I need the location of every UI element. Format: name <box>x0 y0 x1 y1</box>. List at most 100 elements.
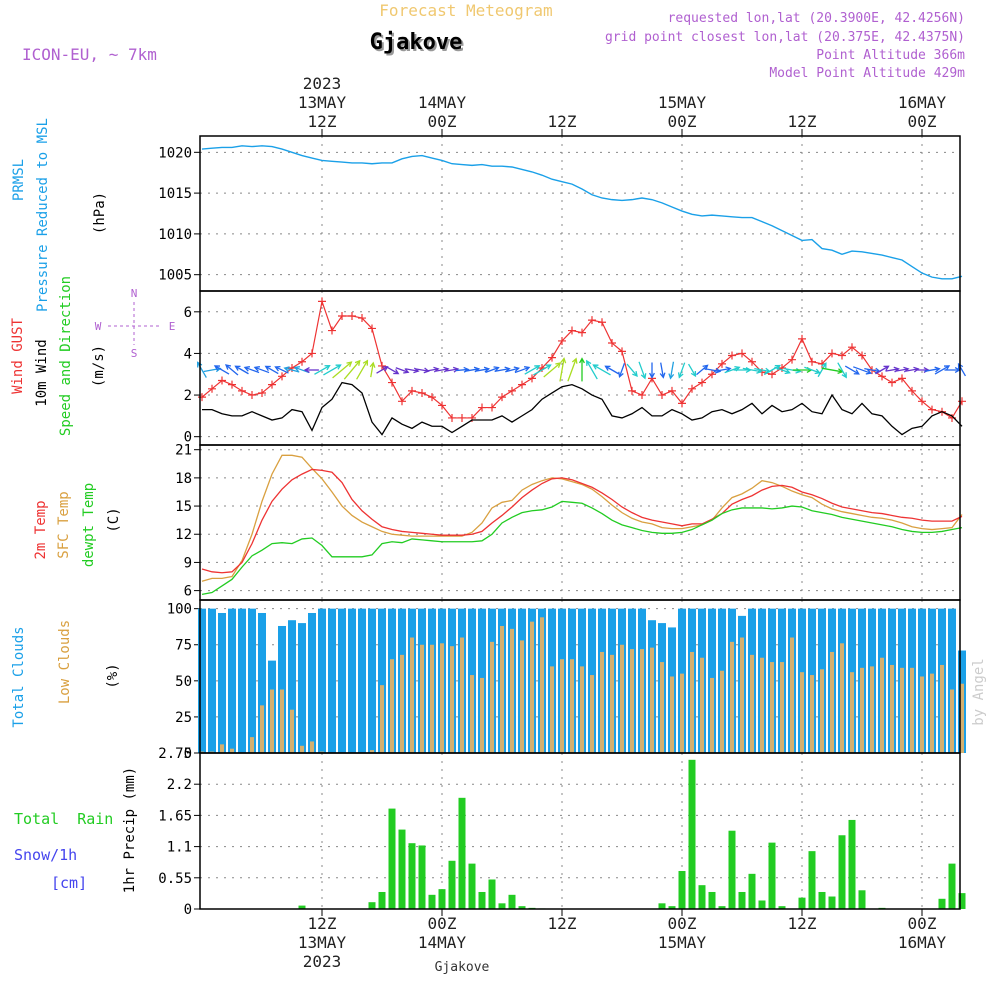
low-cloud-bar <box>290 709 294 753</box>
compass-n: N <box>131 287 138 300</box>
rain-bar <box>698 885 706 909</box>
low-cloud-bar <box>410 637 414 753</box>
bottom-time-label: 14MAY <box>418 933 467 952</box>
wind-arrow-head <box>253 366 260 372</box>
low-cloud-bar <box>220 744 224 753</box>
pressure-panel: 1005 1010 1015 1020 <box>158 136 963 291</box>
total-cloud-bar <box>308 612 316 753</box>
bottom-time-label: 2023 <box>303 952 342 971</box>
wind-arrow-shaft <box>885 368 899 372</box>
compass-s: S <box>131 347 138 360</box>
wind-arrow-head <box>586 359 592 366</box>
pressure-series-line <box>201 145 963 280</box>
gust-point-marker <box>488 403 496 412</box>
gust-point-marker <box>828 349 836 358</box>
low-cloud-bar <box>910 667 914 753</box>
low-cloud-bar <box>420 644 424 753</box>
wind-arrow-shaft <box>783 367 801 373</box>
wind-arrow-shaft <box>494 368 510 372</box>
low-cloud-bar <box>870 666 874 753</box>
gust-point-marker <box>558 336 566 345</box>
wind-direction-arrow <box>567 357 578 382</box>
wind-arrow-shaft <box>763 364 781 376</box>
wind-arrow-head <box>354 359 361 366</box>
wind-direction-arrow <box>475 366 491 373</box>
wind-direction-arrow <box>514 366 531 374</box>
wind-arrow-head <box>640 373 647 380</box>
wind-arrow-shaft <box>895 368 909 372</box>
wind-direction-arrow <box>283 366 300 373</box>
gust-point-marker <box>858 351 866 360</box>
gust-point-marker <box>278 372 286 381</box>
wind-arrow-shaft <box>445 368 459 372</box>
low-cloud-bar <box>650 647 654 753</box>
wind-direction-arrow <box>343 359 361 380</box>
precip-ytick-label: 2.2 <box>167 777 192 793</box>
wind-arrow-head <box>821 362 827 369</box>
wind-direction-arrow <box>243 366 260 374</box>
low-cloud-bar <box>460 637 464 753</box>
wind-arrow-head <box>335 364 342 370</box>
wind-arrow-head <box>243 366 250 372</box>
wind-arrow-shaft <box>669 361 675 379</box>
total-clouds-label: Total Clouds <box>11 626 27 727</box>
wind-arrow-head <box>649 372 655 379</box>
gust-point-marker <box>698 378 706 387</box>
pressure-label-2: Pressure Reduced to MSL <box>35 118 51 312</box>
wind-arrow-head <box>362 359 369 366</box>
total-cloud-bar <box>328 608 336 753</box>
rain-bar <box>408 843 416 909</box>
wind-arrow-shaft <box>543 362 561 378</box>
temperature-frame <box>199 444 961 601</box>
wind-direction-arrow <box>626 363 638 378</box>
top-time-label: 12Z <box>788 112 817 131</box>
gust-point-marker <box>918 397 926 406</box>
rain-bar <box>858 890 866 909</box>
wind-arrow-shaft <box>864 368 880 372</box>
wind-dir-label: Speed and Direction <box>58 276 74 436</box>
wind-arrow-head <box>274 365 281 372</box>
gust-point-marker <box>878 372 886 381</box>
low-cloud-bar <box>790 637 794 753</box>
gust-point-marker <box>268 380 276 389</box>
low-cloud-bar <box>480 677 484 753</box>
wind-arrow-head <box>433 366 440 373</box>
gust-point-marker <box>738 349 746 358</box>
total-cloud-bar <box>318 608 326 753</box>
wind-direction-arrow <box>817 362 827 378</box>
total-cloud-bar <box>248 608 256 753</box>
wind-arrow-shaft <box>265 365 279 375</box>
gust-point-marker <box>428 393 436 402</box>
wind-arrow-shaft <box>742 367 762 373</box>
rain-bar <box>678 870 686 909</box>
total-cloud-bar <box>298 623 306 753</box>
sfc-temp-series-line <box>201 454 963 582</box>
pressure-frame <box>199 135 961 292</box>
gust-point-marker <box>788 355 796 364</box>
wind-arrow-head <box>324 364 331 371</box>
gust-point-marker <box>658 391 666 400</box>
wind-arrow-shaft <box>254 366 270 374</box>
wind-direction-arrow <box>592 364 611 376</box>
rain-bar <box>758 900 766 909</box>
wind-unit: (m/s) <box>91 345 107 387</box>
wind-arrow-shaft <box>475 368 489 372</box>
clouds-ytick-label: 100 <box>167 602 192 618</box>
top-time-label: 15MAY <box>658 93 707 112</box>
bottom-time-label: 00Z <box>428 914 457 933</box>
gust-point-marker <box>318 297 326 306</box>
temperature-ytick-label: 15 <box>175 499 192 515</box>
gust-point-marker <box>298 357 306 366</box>
gust-point-marker <box>338 311 346 320</box>
rain-bar <box>768 842 776 909</box>
wind-direction-arrow <box>445 366 460 373</box>
wind-speed-series-line <box>202 381 963 436</box>
grid-coords: grid point closest lon,lat (20.375E, 42.… <box>605 30 965 45</box>
temp2m-label: 2m Temp <box>33 500 49 559</box>
wind-arrow-head <box>668 373 675 380</box>
wind-arrow-head <box>579 357 585 364</box>
low-cloud-bar <box>680 673 684 753</box>
wind-direction-arrow <box>303 367 319 373</box>
credit-watermark: by Angel <box>971 658 987 725</box>
low-cloud-bar <box>470 675 474 753</box>
